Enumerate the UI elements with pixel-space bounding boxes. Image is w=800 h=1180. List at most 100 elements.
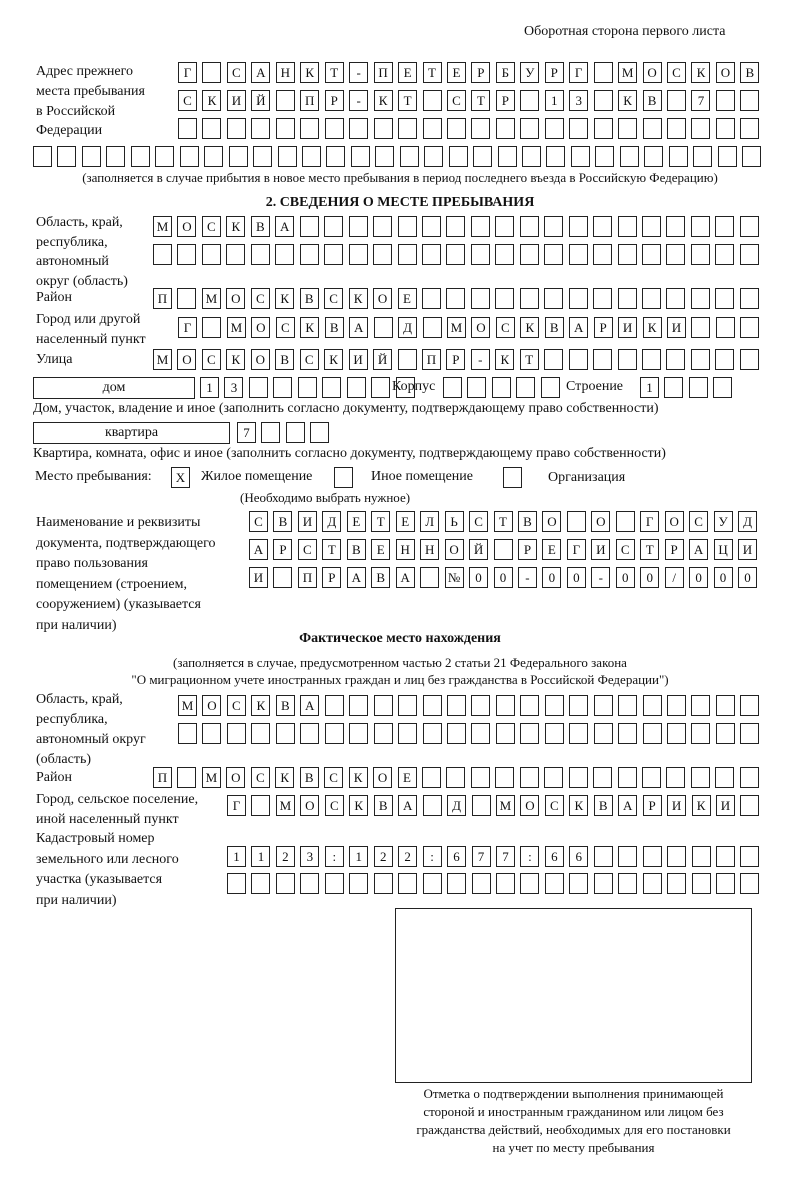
cadastral-cell[interactable] [740, 873, 760, 894]
cadastral-cell[interactable]: 2 [373, 846, 393, 867]
region-cell[interactable]: К [226, 216, 246, 237]
document-cell[interactable]: Й [469, 539, 489, 560]
actual-region-cell[interactable] [495, 723, 515, 744]
district-cell[interactable] [715, 288, 735, 309]
actual-city-cell[interactable]: Д [447, 795, 467, 816]
city-cell[interactable] [691, 317, 711, 338]
actual-region-cell[interactable] [618, 723, 638, 744]
house-number-cell[interactable] [297, 377, 317, 398]
actual-district-cell[interactable]: Е [397, 767, 417, 788]
previous-address-cell[interactable]: М [618, 62, 638, 83]
building-cell[interactable]: 1 [640, 377, 659, 398]
region-cell[interactable] [568, 216, 588, 237]
region-cell[interactable] [715, 216, 735, 237]
district-cell[interactable] [544, 288, 564, 309]
actual-region-cell[interactable] [520, 723, 540, 744]
region-cell[interactable]: В [250, 216, 270, 237]
document-cell[interactable] [566, 511, 586, 532]
house-number-cell[interactable] [273, 377, 293, 398]
cadastral-cell[interactable] [495, 873, 515, 894]
document-cell[interactable]: С [469, 511, 489, 532]
region-cell[interactable] [275, 244, 295, 265]
document-cell[interactable]: В [517, 511, 537, 532]
document-cell[interactable]: Т [493, 511, 513, 532]
city-cell[interactable]: К [520, 317, 540, 338]
street-cell[interactable] [642, 349, 661, 370]
cadastral-cell[interactable] [618, 846, 638, 867]
street-cell[interactable] [593, 349, 613, 370]
previous-address-cell[interactable]: Е [398, 62, 418, 83]
region-cell[interactable] [397, 244, 417, 265]
previous-address-cell[interactable] [275, 118, 295, 139]
document-cell[interactable]: И [297, 511, 317, 532]
document-cell[interactable]: 0 [713, 567, 733, 588]
region-cell[interactable] [690, 244, 710, 265]
city-cell[interactable]: М [446, 317, 466, 338]
district-cell[interactable] [470, 288, 490, 309]
region-cell[interactable] [666, 244, 686, 265]
previous-address-cell[interactable] [424, 146, 444, 167]
previous-address-cell[interactable]: 1 [544, 90, 564, 111]
actual-district-cell[interactable] [544, 767, 564, 788]
region-cell[interactable]: М [153, 216, 172, 237]
street-cell[interactable]: С [201, 349, 221, 370]
actual-district-cell[interactable] [519, 767, 539, 788]
previous-address-cell[interactable] [593, 90, 613, 111]
previous-address-cell[interactable]: К [373, 90, 393, 111]
document-cell[interactable]: С [615, 539, 635, 560]
apartment-number-cell[interactable] [310, 422, 330, 443]
document-cell[interactable]: 0 [640, 567, 660, 588]
document-cell[interactable]: Г [566, 539, 586, 560]
city-cell[interactable]: В [544, 317, 564, 338]
actual-district-cell[interactable] [739, 767, 759, 788]
previous-address-cell[interactable] [667, 90, 686, 111]
district-cell[interactable]: О [373, 288, 393, 309]
document-cell[interactable] [273, 567, 293, 588]
previous-address-cell[interactable] [497, 146, 517, 167]
actual-region-cell[interactable] [398, 723, 418, 744]
actual-region-cell[interactable]: А [300, 695, 320, 716]
cadastral-cell[interactable] [447, 873, 467, 894]
document-cell[interactable]: 0 [542, 567, 562, 588]
previous-address-cell[interactable] [277, 146, 297, 167]
region-cell[interactable] [690, 216, 710, 237]
cadastral-cell[interactable] [667, 873, 687, 894]
region-cell[interactable] [470, 244, 490, 265]
actual-region-cell[interactable] [569, 723, 589, 744]
district-cell[interactable]: К [348, 288, 368, 309]
street-cell[interactable]: П [421, 349, 441, 370]
cadastral-cell[interactable]: : [324, 846, 344, 867]
actual-district-cell[interactable] [642, 767, 661, 788]
district-cell[interactable] [642, 288, 661, 309]
previous-address-cell[interactable] [448, 146, 468, 167]
city-cell[interactable] [715, 317, 735, 338]
actual-district-cell[interactable] [617, 767, 637, 788]
district-cell[interactable]: Е [397, 288, 417, 309]
cadastral-cell[interactable] [251, 873, 271, 894]
street-cell[interactable]: М [153, 349, 172, 370]
document-cell[interactable]: № [444, 567, 464, 588]
actual-region-cell[interactable] [324, 695, 344, 716]
previous-address-cell[interactable] [667, 118, 686, 139]
street-cell[interactable] [397, 349, 417, 370]
previous-address-cell[interactable]: В [642, 90, 662, 111]
previous-address-cell[interactable] [473, 146, 493, 167]
actual-city-cell[interactable]: Г [227, 795, 246, 816]
actual-region-cell[interactable] [422, 723, 442, 744]
house-type-field[interactable]: дом [33, 377, 195, 399]
previous-address-cell[interactable] [275, 90, 295, 111]
actual-region-cell[interactable] [349, 695, 369, 716]
actual-region-cell[interactable] [495, 695, 515, 716]
document-cell[interactable]: И [591, 539, 611, 560]
region-cell[interactable] [177, 244, 197, 265]
actual-region-cell[interactable] [373, 695, 393, 716]
apartment-number-cell[interactable] [261, 422, 281, 443]
street-cell[interactable]: К [226, 349, 246, 370]
district-cell[interactable] [739, 288, 759, 309]
actual-district-cell[interactable] [421, 767, 441, 788]
actual-region-cell[interactable] [275, 723, 295, 744]
previous-address-cell[interactable] [593, 118, 613, 139]
previous-address-cell[interactable]: 3 [569, 90, 589, 111]
district-cell[interactable]: М [201, 288, 221, 309]
street-cell[interactable]: К [324, 349, 344, 370]
